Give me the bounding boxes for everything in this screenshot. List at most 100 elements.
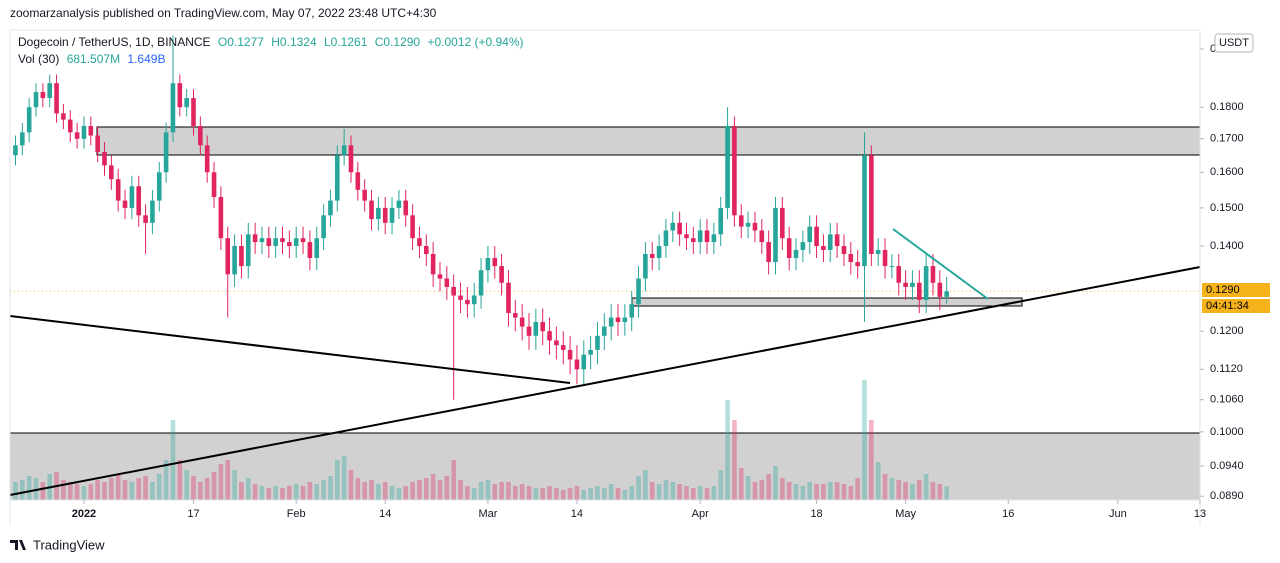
volume-bar [923,474,929,500]
candle-body [328,200,333,216]
candle-body [834,234,840,247]
candle-body [444,278,450,287]
candle-body [88,125,94,136]
y-tick-label: 0.1400 [1210,240,1244,252]
trend-line [9,266,1201,496]
high: H0.1324 [271,35,317,49]
volume-bar [13,482,18,500]
y-tick-label: 0.0940 [1210,460,1244,472]
volume-bar [26,476,32,500]
volume-bar [862,380,867,500]
volume-bar [287,486,292,500]
countdown-tag: 04:41:34 [1202,299,1270,314]
volume-bar [855,478,860,500]
y-tick-label: 0.1120 [1210,363,1243,375]
candle-body [478,270,484,296]
volume-bar [725,400,730,500]
candle-body [485,257,491,271]
candles [13,35,949,400]
volume-bar [834,482,840,500]
candle-body [526,326,532,336]
candle-body [95,135,100,152]
candle-body [855,262,860,267]
candle-body [300,238,306,243]
candle-body [20,132,25,146]
close: C0.1290 [374,35,421,49]
volume-bar [239,482,244,500]
volume-bar [451,460,456,500]
candle-body [889,266,895,268]
volume-bars [13,380,949,500]
volume-bar [355,478,361,500]
candle-body [218,196,224,239]
y-tick-label: 0.1600 [1210,166,1244,178]
x-tick-label: 18 [810,508,822,520]
volume-bar [615,488,621,500]
volume-bar [88,484,94,500]
candle-body [280,238,285,243]
volume-bar [697,486,703,500]
volume-bar [177,460,183,500]
volume-bar [465,486,470,500]
volume-bar [554,488,559,500]
volume-bar [848,486,854,500]
volume-bar [649,482,655,500]
volume-bar [574,486,580,500]
candle-body [841,246,847,254]
supply-zone [96,126,1201,156]
volume-bar [191,476,196,500]
volume-bar [869,420,874,500]
volume-bar [314,484,320,500]
volume-bar [492,484,498,500]
volume-bar [677,484,682,500]
open: O0.1277 [217,35,264,49]
currency-label[interactable]: USDT [1219,37,1249,49]
volume-bar [334,460,340,500]
volume-bar [882,474,888,500]
volume-bar [732,420,737,500]
candle-body [944,291,949,297]
volume-bar [150,482,155,500]
volume-bar [396,488,402,500]
volume-bar [403,486,409,500]
candle-body [115,179,121,201]
volume-bar [198,482,203,500]
volume-bar [204,478,210,500]
candle-body [663,230,669,247]
volume-bar [793,484,799,500]
volume-bar [540,488,545,500]
volume-bar [513,486,518,500]
volume-bar [321,480,326,500]
candle-body [923,266,929,300]
volume-bar [163,460,169,500]
candle-body [903,282,908,287]
candle-body [136,186,142,216]
candle-body [752,222,758,231]
candle-body [163,132,169,173]
candle-body [184,98,189,108]
volume-bar [410,482,415,500]
volume-bar [369,480,374,500]
volume-bar [622,490,628,500]
candle-body [204,145,210,173]
candle-body [67,119,73,133]
volume-legend: Vol (30) 681.507M 1.649B [18,52,169,66]
volume-bar [602,488,607,500]
volume-bar [423,478,429,500]
candle-body [382,207,388,223]
candle-body [437,274,443,279]
currency-button[interactable] [1214,33,1254,53]
candle-body [732,125,737,216]
candle-body [595,335,600,350]
volume-bar [81,486,87,500]
volume-bar [821,484,826,500]
candle-body [869,155,874,254]
volume-bar [328,476,333,500]
symbol: Dogecoin / TetherUS, 1D, BINANCE [18,35,211,49]
candle-body [910,282,915,287]
candle-body [780,207,785,239]
candle-body [492,257,498,267]
volume-bar [40,482,46,500]
volume-bar [458,480,463,500]
